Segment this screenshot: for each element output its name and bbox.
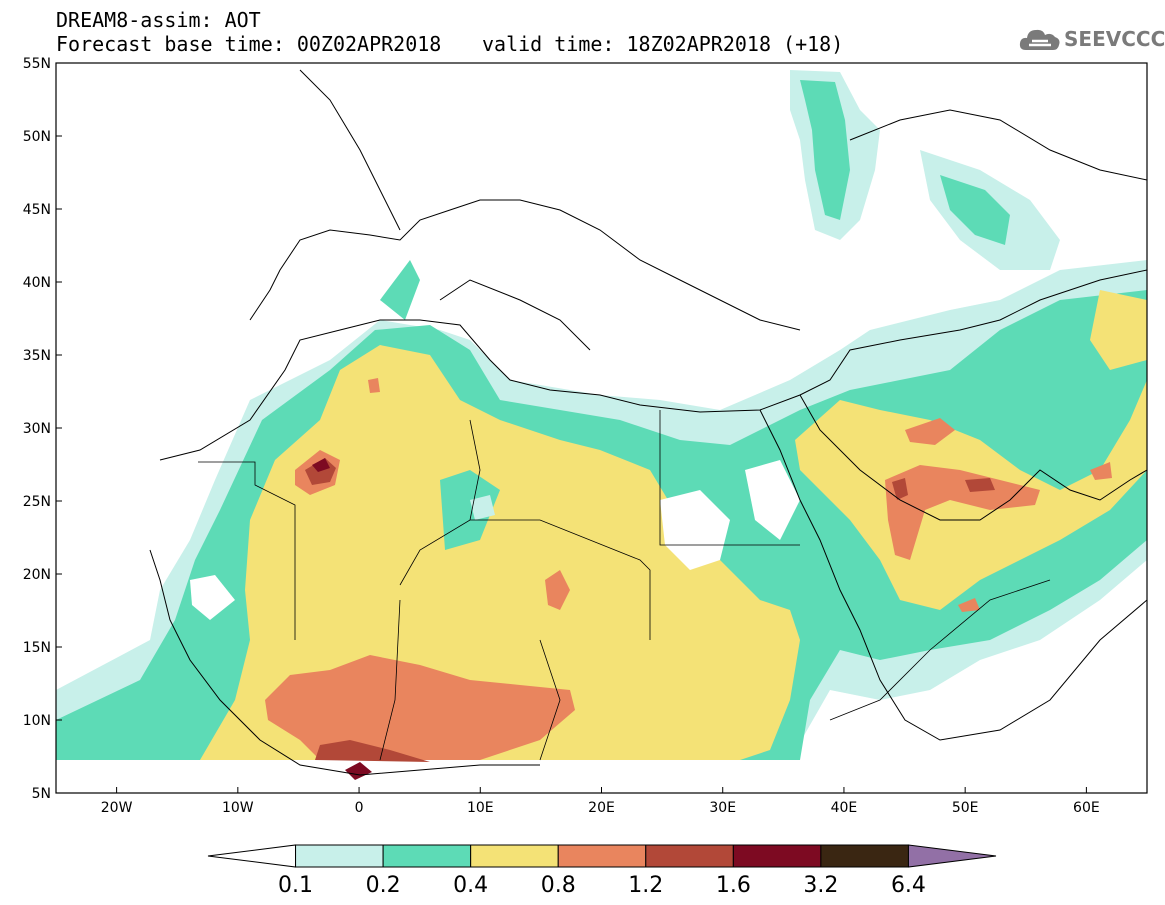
cloud-icon — [1019, 29, 1060, 50]
lon-tick-label: 30E — [709, 800, 736, 816]
longitude-axis: 20W 10W 0 10E 20E 30E 40E 50E 60E — [101, 787, 1100, 816]
valid-time: valid time: 18Z02APR2018 (+18) — [482, 32, 844, 56]
lat-tick-label: 55N — [23, 56, 51, 72]
lon-tick-label: 40E — [831, 800, 858, 816]
coastlines — [149, 69, 1147, 776]
lat-tick-label: 50N — [23, 129, 51, 145]
lon-tick-label: 60E — [1073, 800, 1100, 816]
aot-band-1.6 — [312, 458, 372, 780]
seevccc-logo: SEEVCCC — [1018, 24, 1165, 56]
forecast-base-time: Forecast base time: 00Z02APR2018 — [56, 32, 442, 56]
low-aot-areas — [190, 460, 800, 620]
lat-tick-label: 35N — [23, 348, 51, 364]
lon-tick-label: 20E — [588, 800, 615, 816]
lon-tick-label: 0 — [355, 800, 364, 816]
lon-tick-label: 10E — [467, 800, 494, 816]
lat-tick-label: 15N — [23, 640, 51, 656]
country-borders — [198, 410, 1051, 761]
lat-tick-label: 30N — [23, 421, 51, 437]
lat-tick-label: 5N — [32, 786, 51, 802]
lat-tick-label: 20N — [23, 567, 51, 583]
lat-tick-label: 10N — [23, 713, 51, 729]
lon-tick-label: 10W — [222, 800, 254, 816]
aot-band-1.2 — [305, 458, 995, 762]
lon-tick-label: 50E — [952, 800, 979, 816]
aot-field — [56, 70, 1147, 780]
lat-tick-label: 45N — [23, 202, 51, 218]
lon-tick-label: 20W — [101, 800, 133, 816]
latitude-axis: 55N 50N 45N 40N 35N 30N 25N 20N 15N 10N 5N — [23, 56, 62, 802]
lat-tick-label: 25N — [23, 494, 51, 510]
lat-tick-label: 40N — [23, 275, 51, 291]
map-title: DREAM8-assim: AOT — [56, 8, 261, 32]
logo-text: SEEVCCC — [1064, 27, 1165, 51]
